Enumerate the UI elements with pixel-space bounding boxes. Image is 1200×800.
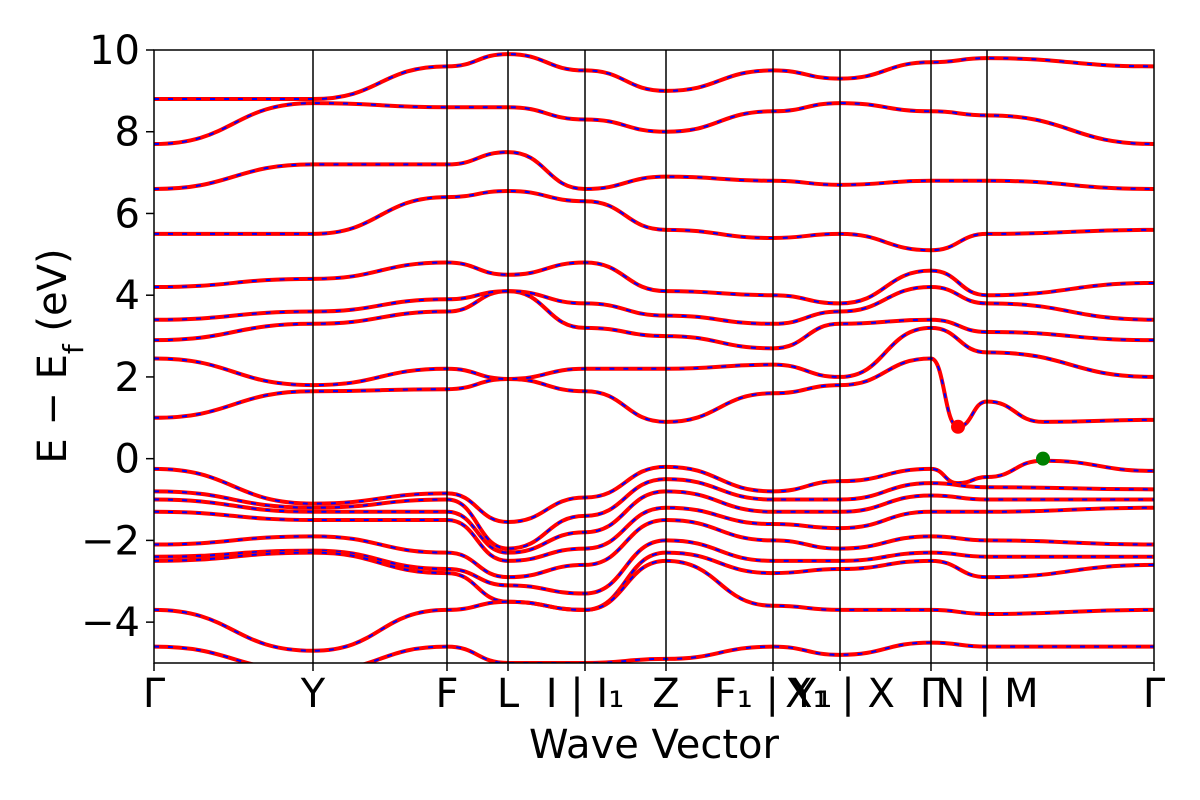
band-line-15 bbox=[154, 150, 1154, 191]
x-tick-label-7: X₁ | X bbox=[785, 671, 895, 717]
y-tick-label-5: 6 bbox=[115, 191, 140, 237]
y-tick-label-2: 0 bbox=[115, 437, 140, 483]
special-points bbox=[951, 419, 1050, 466]
y-tick-label-1: −2 bbox=[81, 518, 140, 564]
band-line-5 bbox=[154, 538, 1154, 596]
band-line-overlay-11 bbox=[154, 290, 1154, 350]
band-line-overlay-7 bbox=[154, 559, 1154, 652]
band-line-13 bbox=[154, 260, 1154, 306]
x-tick-label-3: L bbox=[497, 671, 520, 717]
x-tick-label-9: N | M bbox=[935, 671, 1038, 717]
y-tick-label-7: 10 bbox=[89, 28, 140, 74]
band-line-overlay-13 bbox=[154, 261, 1154, 305]
band-line-1 bbox=[154, 477, 1154, 551]
band-line-overlay-2 bbox=[154, 490, 1154, 554]
y-tick-label-3: 2 bbox=[115, 355, 140, 401]
x-tick-label-2: F bbox=[435, 671, 458, 717]
band-line-12 bbox=[154, 285, 1154, 326]
y-tick-label-6: 8 bbox=[115, 110, 140, 156]
y-tick-label-4: 4 bbox=[115, 273, 140, 319]
bands-layer bbox=[154, 52, 1154, 663]
x-tick-label-8: Γ bbox=[920, 671, 943, 717]
band-line-overlay-5 bbox=[154, 539, 1154, 595]
band-line-8 bbox=[154, 640, 1154, 663]
band-line-11 bbox=[154, 289, 1154, 351]
band-line-4 bbox=[154, 517, 1154, 580]
y-axis-ticks: −4 −2 0 2 4 6 8 10 bbox=[81, 28, 154, 646]
band-line-overlay-4 bbox=[154, 518, 1154, 579]
band-line-16 bbox=[154, 101, 1154, 146]
band-line-overlay-15 bbox=[154, 151, 1154, 190]
y-tick-label-0: −4 bbox=[81, 600, 140, 646]
band-line-overlay-16 bbox=[154, 102, 1154, 145]
y-axis-label: E − Ef (eV) bbox=[30, 248, 90, 463]
band-line-overlay-3 bbox=[154, 506, 1154, 562]
band-line-overlay-17 bbox=[154, 53, 1154, 101]
x-tick-label-6: F₁ | Y₁ bbox=[714, 671, 832, 717]
x-tick-label-5: Z bbox=[652, 671, 679, 717]
special-point-vbm bbox=[1036, 451, 1050, 466]
band-line-14 bbox=[154, 188, 1154, 253]
band-line-17 bbox=[154, 52, 1154, 102]
x-tick-label-1: Y bbox=[300, 671, 326, 717]
kpoint-lines bbox=[312, 50, 988, 663]
band-line-overlay-14 bbox=[154, 189, 1154, 252]
x-tick-label-10: Γ bbox=[1143, 671, 1166, 717]
x-tick-label-0: Γ bbox=[143, 671, 166, 717]
band-line-7 bbox=[154, 558, 1154, 653]
x-axis-label: Wave Vector bbox=[529, 722, 780, 768]
x-tick-label-4: I | I₁ bbox=[546, 671, 625, 717]
plot-frame bbox=[153, 49, 1155, 664]
band-line-overlay-6 bbox=[154, 551, 1154, 611]
special-point-cbm bbox=[951, 419, 965, 434]
